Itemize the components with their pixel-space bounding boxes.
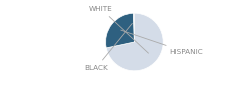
- Wedge shape: [133, 13, 134, 42]
- Wedge shape: [106, 13, 134, 48]
- Wedge shape: [106, 13, 163, 71]
- Text: HISPANIC: HISPANIC: [121, 30, 203, 55]
- Text: BLACK: BLACK: [84, 23, 132, 71]
- Legend: 71.7%, 27.8%, 0.5%: 71.7%, 27.8%, 0.5%: [76, 96, 193, 100]
- Text: WHITE: WHITE: [89, 6, 149, 53]
